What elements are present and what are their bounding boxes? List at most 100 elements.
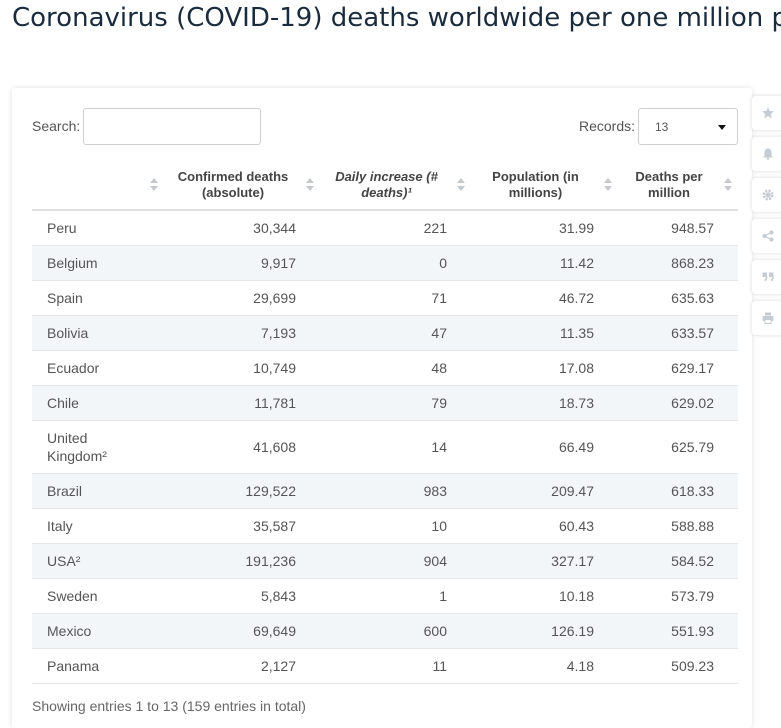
cell-daily-increase: 14	[320, 420, 471, 474]
cell-country: Bolivia	[32, 315, 164, 351]
cell-deaths-per-million: 948.57	[618, 210, 738, 246]
sort-icon[interactable]	[457, 178, 465, 192]
cell-country: Chile	[32, 385, 164, 421]
search-label: Search:	[32, 118, 81, 134]
cell-deaths-per-million: 635.63	[618, 280, 738, 316]
table-row: Sweden 5,843 1 10.18 573.79	[32, 578, 738, 614]
data-table: Confirmed deaths (absolute) Daily increa…	[32, 160, 738, 684]
records-selected-value: 13	[655, 120, 669, 134]
cell-daily-increase: 600	[320, 613, 471, 649]
cell-deaths-per-million: 633.57	[618, 315, 738, 351]
cell-daily-increase: 79	[320, 385, 471, 421]
cell-deaths-per-million: 588.88	[618, 508, 738, 544]
cell-confirmed-deaths: 191,236	[164, 543, 320, 579]
cell-population: 31.99	[471, 210, 618, 246]
cell-confirmed-deaths: 11,781	[164, 385, 320, 421]
side-toolbar	[752, 96, 781, 342]
cell-country: Spain	[32, 280, 164, 316]
cell-country: Sweden	[32, 578, 164, 614]
cell-population: 11.35	[471, 315, 618, 351]
cell-confirmed-deaths: 29,699	[164, 280, 320, 316]
cell-confirmed-deaths: 41,608	[164, 420, 320, 474]
table-row: Italy 35,587 10 60.43 588.88	[32, 508, 738, 544]
cell-confirmed-deaths: 9,917	[164, 245, 320, 281]
share-button[interactable]	[752, 219, 781, 253]
cell-confirmed-deaths: 5,843	[164, 578, 320, 614]
column-header-deaths-per-million[interactable]: Deaths per million	[618, 160, 738, 211]
cell-population: 18.73	[471, 385, 618, 421]
cell-daily-increase: 10	[320, 508, 471, 544]
quote-icon	[762, 272, 774, 282]
sort-icon[interactable]	[306, 178, 314, 192]
print-button[interactable]	[752, 301, 781, 335]
cell-daily-increase: 904	[320, 543, 471, 579]
table-row: Spain 29,699 71 46.72 635.63	[32, 280, 738, 316]
cite-button[interactable]	[752, 260, 781, 294]
favorite-button[interactable]	[752, 96, 781, 130]
table-row: Belgium 9,917 0 11.42 868.23	[32, 245, 738, 281]
cell-population: 17.08	[471, 350, 618, 386]
cell-deaths-per-million: 509.23	[618, 648, 738, 684]
column-header-daily-increase[interactable]: Daily increase (# deaths)¹	[320, 160, 471, 211]
table-row: Panama 2,127 11 4.18 509.23	[32, 648, 738, 684]
search-input[interactable]	[83, 108, 261, 145]
cell-deaths-per-million: 625.79	[618, 420, 738, 474]
cell-daily-increase: 47	[320, 315, 471, 351]
cell-confirmed-deaths: 35,587	[164, 508, 320, 544]
cell-population: 209.47	[471, 473, 618, 509]
cell-deaths-per-million: 584.52	[618, 543, 738, 579]
cell-population: 10.18	[471, 578, 618, 614]
cell-population: 4.18	[471, 648, 618, 684]
cell-deaths-per-million: 868.23	[618, 245, 738, 281]
cell-deaths-per-million: 629.17	[618, 350, 738, 386]
sort-icon[interactable]	[604, 178, 612, 192]
cell-daily-increase: 71	[320, 280, 471, 316]
table-row: Mexico 69,649 600 126.19 551.93	[32, 613, 738, 649]
cell-confirmed-deaths: 10,749	[164, 350, 320, 386]
table-row: Bolivia 7,193 47 11.35 633.57	[32, 315, 738, 351]
bell-icon	[763, 148, 773, 160]
page-title: Coronavirus (COVID-19) deaths worldwide …	[12, 3, 781, 33]
table-row: Chile 11,781 79 18.73 629.02	[32, 385, 738, 421]
cell-daily-increase: 48	[320, 350, 471, 386]
star-icon	[762, 107, 774, 119]
cell-deaths-per-million: 629.02	[618, 385, 738, 421]
cell-country: Mexico	[32, 613, 164, 649]
entries-info: Showing entries 1 to 13 (159 entries in …	[32, 698, 306, 714]
records-label: Records:	[579, 118, 636, 134]
gear-icon	[762, 189, 774, 201]
notification-button[interactable]	[752, 137, 781, 171]
table-row: USA² 191,236 904 327.17 584.52	[32, 543, 738, 579]
cell-confirmed-deaths: 7,193	[164, 315, 320, 351]
cell-daily-increase: 983	[320, 473, 471, 509]
cell-country: USA²	[32, 543, 164, 579]
column-header-confirmed-deaths[interactable]: Confirmed deaths (absolute)	[164, 160, 320, 211]
header-row: Confirmed deaths (absolute) Daily increa…	[32, 160, 738, 211]
cell-population: 46.72	[471, 280, 618, 316]
cell-daily-increase: 11	[320, 648, 471, 684]
sort-icon[interactable]	[724, 178, 732, 192]
cell-population: 126.19	[471, 613, 618, 649]
cell-population: 11.42	[471, 245, 618, 281]
table-row: Peru 30,344 221 31.99 948.57	[32, 210, 738, 246]
records-select[interactable]: 13	[638, 108, 738, 145]
table-row: United Kingdom² 41,608 14 66.49 625.79	[32, 420, 738, 474]
cell-confirmed-deaths: 129,522	[164, 473, 320, 509]
column-header-population[interactable]: Population (in millions)	[471, 160, 618, 211]
column-header-country[interactable]	[32, 160, 164, 211]
cell-country: Panama	[32, 648, 164, 684]
settings-button[interactable]	[752, 178, 781, 212]
table-row: Ecuador 10,749 48 17.08 629.17	[32, 350, 738, 386]
table-card: Search: Records: 13 Confirmed deaths (ab…	[12, 88, 752, 728]
cell-country: Belgium	[32, 245, 164, 281]
table-body: Peru 30,344 221 31.99 948.57 Belgium 9,917 0 11.…	[32, 210, 738, 684]
cell-country: Peru	[32, 210, 164, 246]
cell-country: United Kingdom²	[32, 420, 164, 474]
cell-deaths-per-million: 551.93	[618, 613, 738, 649]
cell-country: Italy	[32, 508, 164, 544]
cell-country: Ecuador	[32, 350, 164, 386]
cell-daily-increase: 221	[320, 210, 471, 246]
sort-icon[interactable]	[150, 178, 158, 192]
cell-country: Brazil	[32, 473, 164, 509]
cell-confirmed-deaths: 69,649	[164, 613, 320, 649]
